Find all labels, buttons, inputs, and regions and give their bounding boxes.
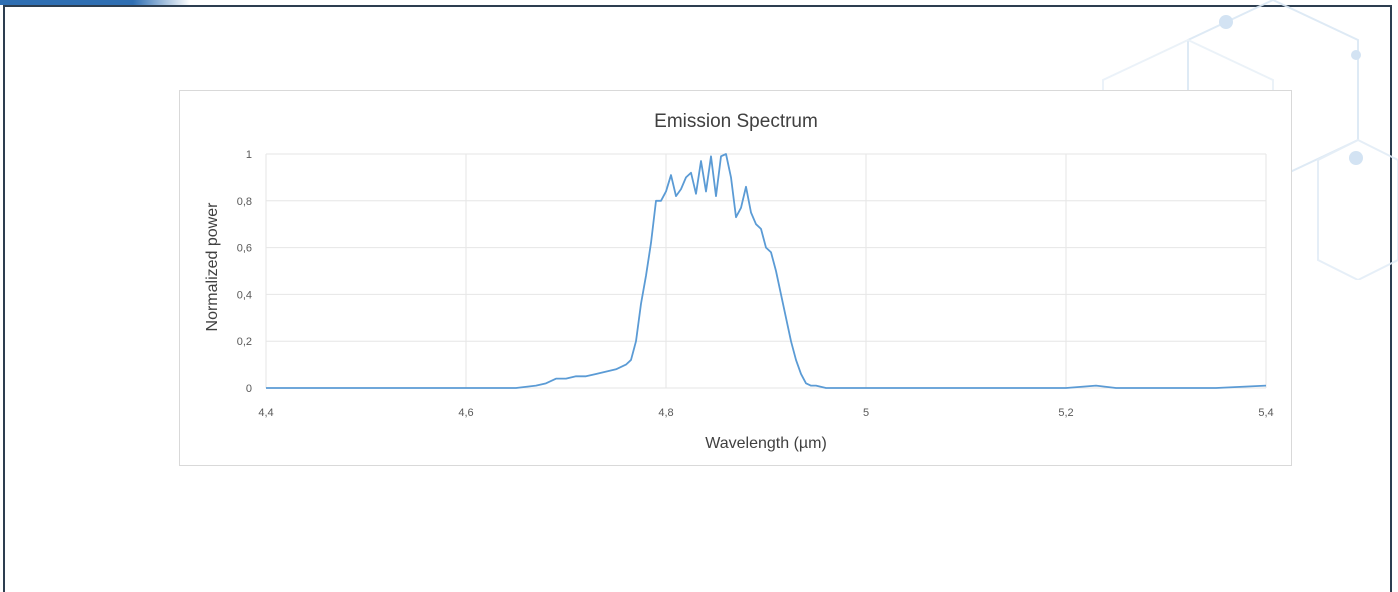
y-axis-label: Normalized power xyxy=(204,202,221,332)
x-tick-label: 5,4 xyxy=(1258,407,1273,419)
series-line xyxy=(266,153,1267,389)
y-tick-label: 1 xyxy=(246,149,252,161)
emission-chart: Emission Spectrum 0 0,2 0,4 0,6 0,8 1 4,4 4,6 4,… xyxy=(204,111,1274,452)
grid xyxy=(265,153,1267,389)
y-tick-label: 0,4 xyxy=(237,289,252,301)
y-tick-label: 0,6 xyxy=(237,243,252,255)
chart-title: Emission Spectrum xyxy=(654,111,818,132)
corner-accent-bar xyxy=(0,0,190,5)
chart-container: Emission Spectrum 0 0,2 0,4 0,6 0,8 1 4,4 4,6 4,… xyxy=(179,90,1292,466)
x-tick-label: 4,6 xyxy=(458,407,473,419)
x-tick-label: 4,4 xyxy=(258,407,273,419)
y-tick-label: 0 xyxy=(246,383,252,395)
x-tick-label: 5,2 xyxy=(1058,407,1073,419)
ticks: 0 0,2 0,4 0,6 0,8 1 4,4 4,6 4,8 5 5,2 5,4 xyxy=(237,149,1274,419)
x-axis-label: Wavelength (µm) xyxy=(705,435,827,452)
x-tick-label: 5 xyxy=(863,407,869,419)
x-tick-label: 4,8 xyxy=(658,407,673,419)
y-tick-label: 0,2 xyxy=(237,336,252,348)
y-tick-label: 0,8 xyxy=(237,196,252,208)
